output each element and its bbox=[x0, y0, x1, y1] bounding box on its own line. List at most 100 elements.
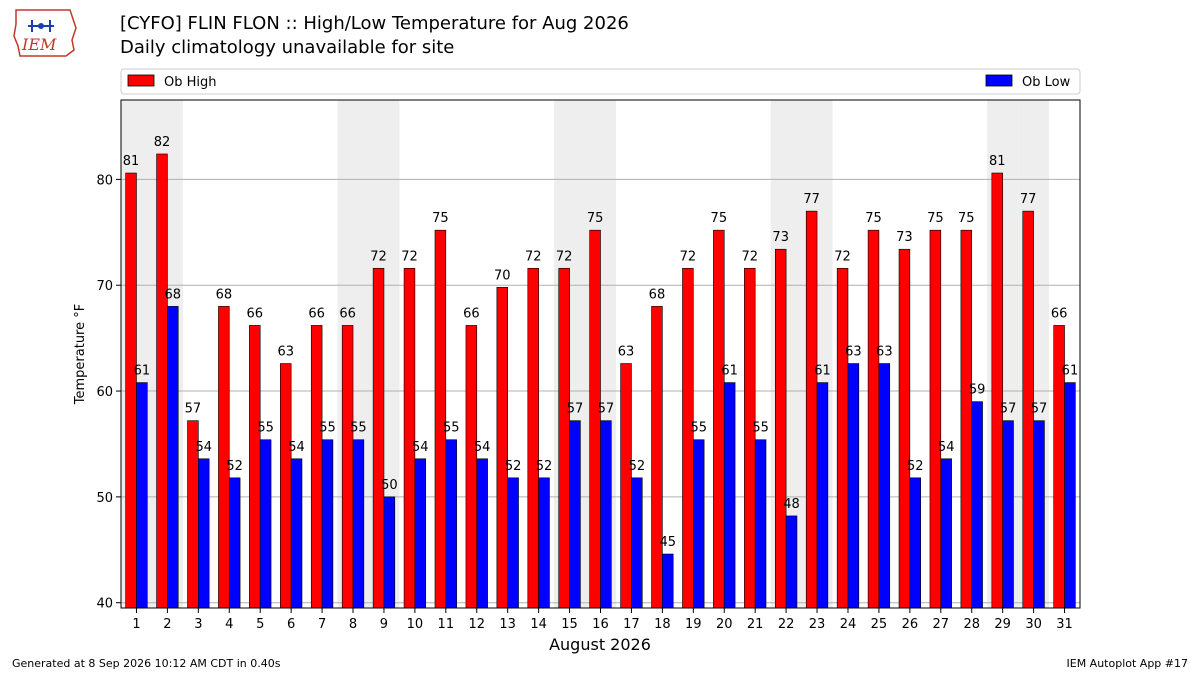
bar-ob-low bbox=[136, 382, 148, 609]
x-tick-label: 17 bbox=[623, 617, 640, 632]
bars bbox=[125, 153, 1076, 609]
x-tick-label: 1 bbox=[132, 617, 140, 632]
bar-ob-high bbox=[341, 325, 354, 609]
label-ob-high: 63 bbox=[277, 345, 294, 360]
label-ob-low: 55 bbox=[319, 421, 336, 436]
bar-ob-high bbox=[774, 248, 787, 609]
iem-logo-text: IEM bbox=[21, 35, 57, 54]
bar-ob-low bbox=[569, 420, 581, 609]
y-axis-ticks: 40 50 60 70 80 bbox=[96, 173, 121, 612]
label-ob-low: 52 bbox=[907, 459, 924, 474]
bar-ob-high bbox=[836, 267, 849, 609]
label-ob-low: 57 bbox=[1000, 402, 1017, 417]
label-ob-high: 77 bbox=[1020, 192, 1037, 207]
label-ob-high: 66 bbox=[1051, 306, 1068, 321]
label-ob-low: 55 bbox=[257, 421, 274, 436]
x-tick-label: 24 bbox=[840, 617, 857, 632]
x-tick-label: 13 bbox=[499, 617, 516, 632]
label-ob-high: 75 bbox=[432, 211, 449, 226]
bar-ob-low bbox=[662, 553, 674, 609]
x-tick-label: 18 bbox=[654, 617, 671, 632]
bar-ob-high bbox=[527, 267, 539, 609]
bar-ob-high bbox=[713, 229, 725, 609]
bar-ob-high bbox=[651, 306, 663, 609]
x-tick-label: 30 bbox=[1025, 617, 1042, 632]
bar-ob-high bbox=[805, 210, 818, 609]
bar-ob-low bbox=[971, 401, 983, 609]
bar-ob-low bbox=[631, 477, 643, 609]
bar-ob-high bbox=[558, 267, 570, 609]
bar-ob-low bbox=[290, 458, 303, 609]
label-ob-high: 72 bbox=[680, 249, 697, 264]
legend-frame bbox=[120, 68, 1081, 95]
x-tick-label: 27 bbox=[933, 617, 950, 632]
label-ob-high: 68 bbox=[216, 287, 233, 302]
x-axis-ticks: 1 2 3 4 5 6 7 8 9 10 11 12 13 14 15 16 17 18 19 20 21 22 23 24 2… bbox=[132, 608, 1073, 632]
bar-ob-high bbox=[372, 267, 385, 609]
x-tick-label: 29 bbox=[994, 617, 1011, 632]
label-ob-high: 81 bbox=[123, 154, 140, 169]
label-ob-low: 50 bbox=[381, 478, 398, 493]
bar-ob-high bbox=[156, 153, 168, 609]
bar-value-labels: 81 82 57 68 66 63 66 66 72 72 75 66 70 72 72 75 63 68 72 75… bbox=[123, 135, 1078, 550]
label-ob-low: 54 bbox=[288, 440, 305, 455]
bar-ob-high bbox=[125, 172, 137, 609]
label-ob-low: 57 bbox=[567, 402, 584, 417]
label-ob-high: 68 bbox=[649, 287, 666, 302]
label-ob-low: 55 bbox=[350, 421, 367, 436]
label-ob-low: 52 bbox=[629, 459, 646, 474]
x-tick-label: 22 bbox=[778, 617, 795, 632]
bar-ob-low bbox=[847, 363, 860, 609]
x-tick-label: 7 bbox=[318, 617, 326, 632]
bar-ob-low bbox=[259, 439, 272, 609]
x-tick-label: 19 bbox=[685, 617, 702, 632]
legend-label-ob-low: Ob Low bbox=[1022, 75, 1071, 90]
bar-ob-high bbox=[589, 229, 601, 609]
bar-ob-high bbox=[403, 267, 416, 609]
bar-ob-high bbox=[929, 229, 942, 609]
x-tick-label: 14 bbox=[530, 617, 547, 632]
label-ob-low: 63 bbox=[845, 345, 862, 360]
generated-timestamp: Generated at 8 Sep 2026 10:12 AM CDT in … bbox=[12, 657, 281, 670]
label-ob-low: 61 bbox=[1062, 364, 1079, 379]
bar-ob-high bbox=[310, 325, 323, 609]
x-tick-label: 31 bbox=[1056, 617, 1073, 632]
label-ob-low: 63 bbox=[876, 345, 893, 360]
label-ob-high: 66 bbox=[339, 306, 356, 321]
label-ob-high: 75 bbox=[958, 211, 975, 226]
y-tick-label: 70 bbox=[96, 279, 113, 294]
bar-ob-low bbox=[383, 496, 396, 609]
x-tick-label: 15 bbox=[561, 617, 578, 632]
x-tick-label: 23 bbox=[809, 617, 826, 632]
label-ob-high: 75 bbox=[927, 211, 944, 226]
label-ob-high: 70 bbox=[494, 268, 511, 283]
legend-swatch-ob-high bbox=[127, 74, 155, 87]
bar-ob-high bbox=[682, 267, 694, 609]
label-ob-low: 59 bbox=[969, 383, 986, 398]
bar-ob-low bbox=[1033, 420, 1045, 609]
bar-ob-low bbox=[600, 420, 612, 609]
label-ob-low: 52 bbox=[536, 459, 553, 474]
label-ob-high: 72 bbox=[556, 249, 573, 264]
x-axis-label: August 2026 bbox=[549, 635, 651, 654]
label-ob-high: 72 bbox=[401, 249, 418, 264]
label-ob-high: 66 bbox=[463, 306, 480, 321]
legend-label-ob-high: Ob High bbox=[164, 75, 217, 90]
x-tick-label: 25 bbox=[871, 617, 888, 632]
label-ob-high: 73 bbox=[772, 230, 789, 245]
y-tick-label: 60 bbox=[96, 385, 113, 400]
bar-ob-high bbox=[960, 229, 973, 609]
bar-ob-low bbox=[723, 382, 736, 609]
label-ob-high: 66 bbox=[247, 306, 264, 321]
label-ob-high: 75 bbox=[865, 211, 882, 226]
label-ob-low: 52 bbox=[505, 459, 522, 474]
bar-ob-high bbox=[280, 363, 292, 609]
chart-title-block: [CYFO] FLIN FLON :: High/Low Temperature… bbox=[120, 12, 629, 60]
y-tick-label: 40 bbox=[96, 597, 113, 612]
chart-subtitle: Daily climatology unavailable for site bbox=[120, 37, 455, 58]
bar-ob-low bbox=[321, 439, 334, 609]
x-tick-label: 5 bbox=[256, 617, 264, 632]
bar-ob-high bbox=[218, 306, 230, 609]
bar-ob-high bbox=[434, 229, 447, 609]
